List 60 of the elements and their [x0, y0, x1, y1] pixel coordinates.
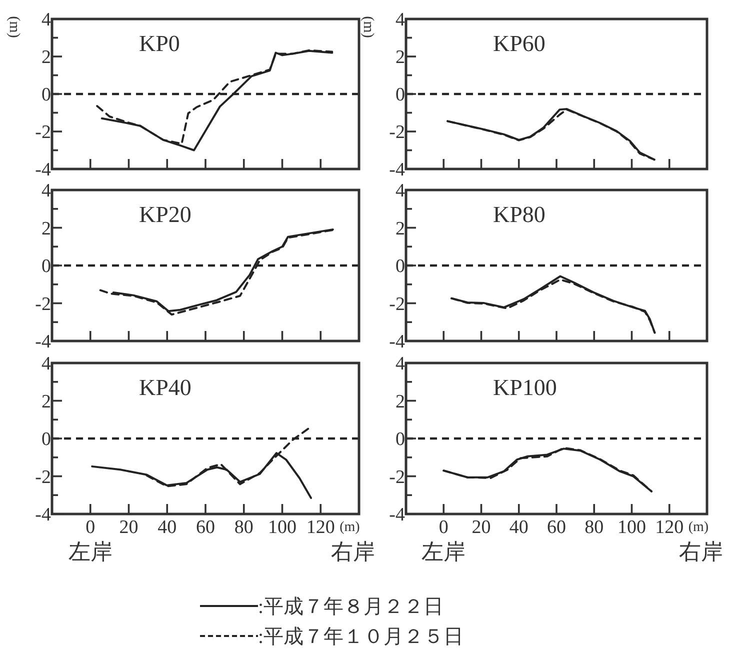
y-tick-label: -2 [35, 466, 51, 488]
y-tick-label: -2 [389, 122, 405, 143]
x-tick-label: 20 [119, 517, 138, 538]
y-tick-label: -4 [389, 160, 406, 180]
y-tick-label: -4 [389, 504, 406, 526]
y-tick-label: 0 [396, 84, 405, 106]
legend-label: :平成７年１０月２５日 [258, 626, 464, 648]
x-tick-label: 60 [547, 517, 566, 538]
text: 左岸 [68, 539, 112, 564]
text: 左岸 [422, 539, 466, 564]
y-tick-label: 2 [396, 218, 405, 240]
text: KP80 [493, 202, 546, 227]
y-tick-label: -2 [35, 122, 51, 143]
y-tick-label: 4 [42, 354, 52, 374]
y-axis-title: (m) [6, 16, 22, 38]
text: KP60 [493, 31, 546, 56]
x-tick-label: 120 [655, 517, 684, 538]
y-tick-label: -4 [35, 504, 52, 526]
x-axis-title: (m) [340, 520, 360, 535]
y-tick-label: -4 [35, 332, 52, 352]
y-tick-label: 4 [42, 180, 52, 202]
y-tick-label: -4 [389, 332, 406, 352]
y-tick-label: 2 [42, 218, 51, 240]
y-tick-label: 0 [396, 256, 405, 277]
x-tick-label: 40 [158, 517, 177, 538]
y-tick-label: 2 [396, 47, 405, 68]
x-tick-label: 20 [472, 517, 491, 538]
y-tick-label: -2 [35, 294, 51, 315]
y-tick-label: -2 [389, 294, 405, 315]
x-axis-title: (m) [688, 520, 709, 535]
y-tick-label: 0 [42, 429, 51, 450]
y-tick-label: 2 [42, 47, 51, 68]
y-axis-title: (m) [360, 16, 376, 38]
y-tick-label: 0 [396, 429, 405, 450]
y-tick-label: 0 [42, 256, 51, 277]
text: 右岸 [679, 539, 723, 564]
y-tick-label: 4 [42, 10, 52, 30]
x-tick-label: 60 [196, 517, 215, 538]
y-tick-label: 2 [396, 391, 405, 412]
text: KP40 [139, 375, 192, 400]
text: KP20 [139, 202, 192, 227]
y-tick-label: 2 [42, 391, 51, 412]
x-tick-label: 0 [438, 517, 448, 538]
text: KP100 [493, 375, 557, 400]
x-tick-label: 80 [584, 517, 604, 538]
y-tick-label: -2 [389, 466, 405, 488]
legend-label: :平成７年８月２２日 [258, 596, 444, 618]
y-tick-label: 4 [396, 10, 406, 30]
x-tick-label: 120 [306, 517, 335, 538]
y-tick-label: 4 [396, 354, 406, 374]
x-tick-label: 40 [509, 517, 528, 538]
x-tick-label: 80 [234, 517, 254, 538]
x-tick-label: 100 [268, 517, 296, 538]
y-tick-label: 4 [396, 180, 406, 202]
x-tick-label: 0 [86, 517, 96, 538]
text: KP0 [139, 31, 180, 56]
y-tick-label: -4 [35, 160, 52, 180]
text: 右岸 [331, 539, 375, 564]
x-tick-label: 100 [618, 517, 646, 538]
y-tick-label: 0 [42, 84, 51, 106]
